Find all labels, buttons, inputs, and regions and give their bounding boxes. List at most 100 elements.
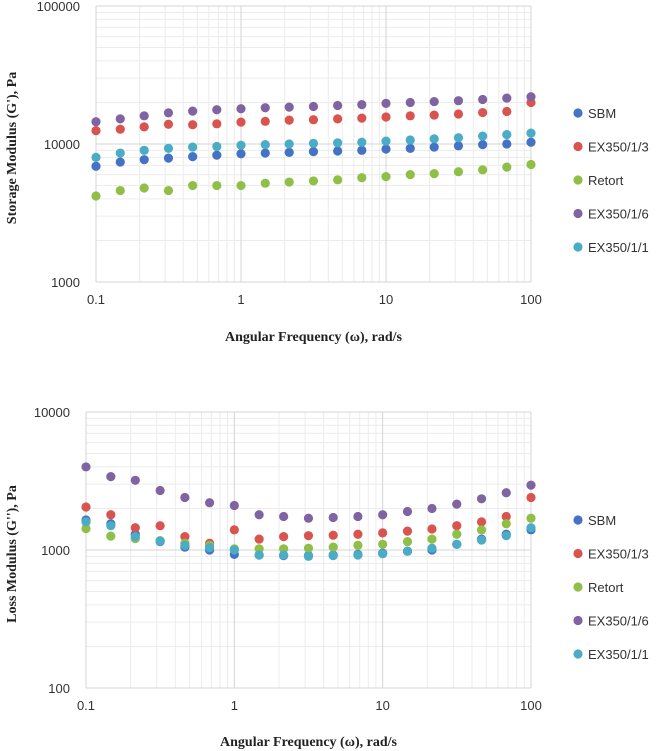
storage-point-ex350-1-1 xyxy=(333,138,343,148)
storage-point-retort xyxy=(139,183,149,193)
storage-legend-marker-ex350-1-6 xyxy=(573,208,583,219)
storage-point-ex350-1-6 xyxy=(381,98,391,108)
storage-gridlines xyxy=(95,5,532,283)
loss-legend-label-ex350-1-1: EX350/1/1 xyxy=(588,647,649,662)
loss-series-ex350-1-1 xyxy=(81,517,536,561)
storage-point-ex350-1-6 xyxy=(453,96,464,106)
storage-point-ex350-1-6 xyxy=(526,92,536,102)
storage-point-retort xyxy=(236,180,246,191)
loss-point-ex350-1-1 xyxy=(427,543,437,553)
loss-series-ex350-1-3 xyxy=(81,492,536,548)
loss-point-ex350-1-6 xyxy=(155,485,165,496)
storage-legend-marker-sbm xyxy=(573,108,583,118)
loss-point-ex350-1-3 xyxy=(328,530,338,540)
storage-point-ex350-1-6 xyxy=(478,94,488,105)
loss-point-ex350-1-6 xyxy=(427,503,437,514)
loss-point-ex350-1-1 xyxy=(303,551,314,561)
loss-gridlines xyxy=(85,411,532,689)
loss-point-ex350-1-6 xyxy=(106,472,116,482)
loss-point-ex350-1-1 xyxy=(130,532,140,542)
storage-point-ex350-1-3 xyxy=(502,106,512,117)
storage-point-sbm xyxy=(308,147,319,157)
loss-legend-label-sbm: SBM xyxy=(588,513,616,528)
loss-point-ex350-1-3 xyxy=(229,525,239,535)
loss-point-ex350-1-1 xyxy=(353,550,363,560)
storage-legend-marker-retort xyxy=(573,175,583,185)
loss-point-retort xyxy=(526,513,536,523)
loss-point-ex350-1-3 xyxy=(378,528,388,538)
loss-point-ex350-1-1 xyxy=(106,521,116,531)
storage-point-ex350-1-6 xyxy=(115,114,125,124)
loss-point-ex350-1-3 xyxy=(476,517,487,527)
storage-point-ex350-1-1 xyxy=(139,145,149,155)
storage-point-retort xyxy=(260,178,270,188)
storage-point-ex350-1-6 xyxy=(91,117,101,127)
storage-point-ex350-1-1 xyxy=(502,129,512,140)
storage-point-ex350-1-1 xyxy=(357,137,367,147)
loss-y-axis-title: Loss Modulus (G''), Pa xyxy=(5,485,20,623)
loss-point-ex350-1-1 xyxy=(476,535,487,545)
storage-point-retort xyxy=(381,172,391,182)
storage-point-ex350-1-3 xyxy=(453,109,464,119)
loss-point-ex350-1-6 xyxy=(229,500,239,511)
storage-legend-label-sbm: SBM xyxy=(588,106,616,121)
storage-point-sbm xyxy=(333,146,343,156)
storage-legend-label-ex350-1-6: EX350/1/6 xyxy=(588,207,649,222)
loss-point-retort xyxy=(378,539,388,549)
storage-legend-label-ex350-1-3: EX350/1/3 xyxy=(588,140,649,155)
loss-x-tick-label: 100 xyxy=(520,698,542,713)
storage-y-tick-label: 1000 xyxy=(51,275,80,290)
storage-point-ex350-1-1 xyxy=(115,148,125,158)
loss-point-retort xyxy=(328,542,338,552)
storage-legend: SBM EX350/1/3 Retort EX350/1/6 EX350/1/1 xyxy=(573,106,649,255)
loss-point-ex350-1-3 xyxy=(452,521,462,531)
loss-point-ex350-1-6 xyxy=(130,475,140,485)
storage-point-retort xyxy=(163,185,174,196)
loss-legend-label-ex350-1-6: EX350/1/6 xyxy=(588,614,649,629)
loss-point-ex350-1-1 xyxy=(155,536,165,546)
storage-point-retort xyxy=(333,175,343,185)
loss-point-ex350-1-6 xyxy=(81,462,91,472)
storage-point-ex350-1-6 xyxy=(308,101,319,112)
storage-point-ex350-1-3 xyxy=(333,114,343,124)
loss-point-ex350-1-1 xyxy=(279,550,289,560)
storage-point-retort xyxy=(308,176,319,186)
storage-x-tick-label: 1 xyxy=(237,292,244,307)
storage-point-ex350-1-3 xyxy=(357,113,367,123)
storage-point-ex350-1-3 xyxy=(236,117,246,127)
storage-point-sbm xyxy=(236,149,246,159)
loss-point-ex350-1-6 xyxy=(526,480,536,490)
storage-point-retort xyxy=(115,185,125,196)
storage-point-ex350-1-1 xyxy=(91,152,101,162)
storage-point-ex350-1-3 xyxy=(188,120,198,130)
loss-point-ex350-1-1 xyxy=(204,543,215,553)
storage-y-tick-label: 10000 xyxy=(44,137,80,152)
storage-point-sbm xyxy=(526,137,536,147)
storage-point-ex350-1-1 xyxy=(236,140,246,150)
storage-point-ex350-1-1 xyxy=(212,141,222,152)
storage-point-ex350-1-3 xyxy=(163,119,174,129)
storage-point-sbm xyxy=(115,157,125,167)
loss-point-ex350-1-3 xyxy=(353,529,363,539)
loss-series-ex350-1-6 xyxy=(81,462,536,523)
storage-point-ex350-1-6 xyxy=(236,104,246,114)
storage-point-ex350-1-1 xyxy=(453,133,464,143)
loss-point-ex350-1-1 xyxy=(254,550,264,560)
loss-point-ex350-1-3 xyxy=(155,521,165,531)
storage-y-axis-title: Storage Modulus (G'), Pa xyxy=(5,72,20,224)
loss-point-ex350-1-6 xyxy=(378,510,388,520)
loss-point-retort xyxy=(501,519,511,529)
loss-point-retort xyxy=(476,525,487,535)
loss-point-ex350-1-1 xyxy=(81,517,91,527)
storage-point-sbm xyxy=(357,145,367,155)
storage-series-ex350-1-1 xyxy=(91,128,536,162)
storage-point-ex350-1-6 xyxy=(357,99,367,110)
loss-x-tick-label: 1 xyxy=(231,698,238,713)
storage-point-ex350-1-1 xyxy=(478,131,488,141)
storage-point-sbm xyxy=(453,141,464,151)
storage-point-retort xyxy=(284,177,294,187)
storage-point-retort xyxy=(526,159,536,170)
storage-point-ex350-1-6 xyxy=(139,111,149,121)
loss-point-ex350-1-1 xyxy=(378,549,388,559)
